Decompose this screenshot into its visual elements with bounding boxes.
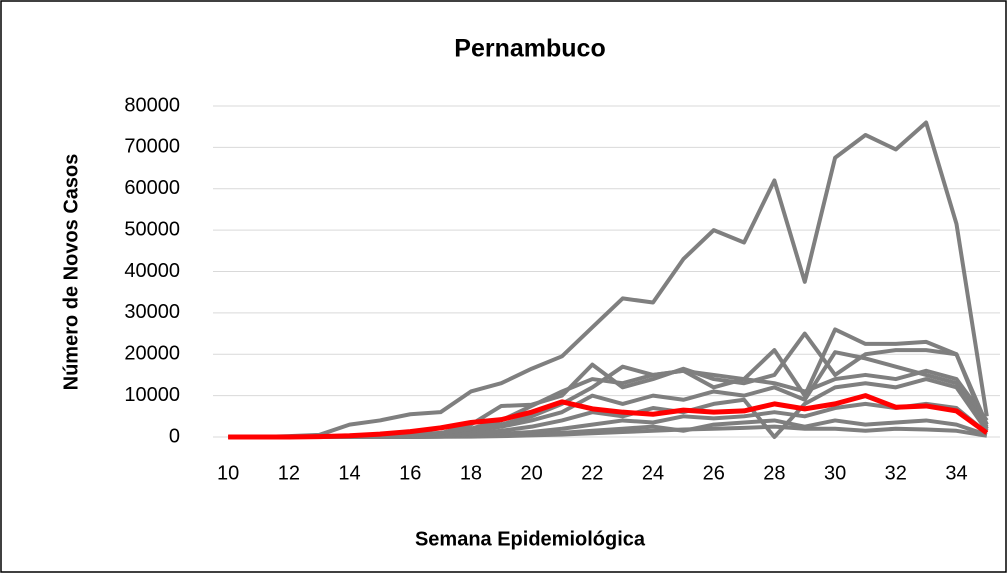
- y-axis-label: Número de Novos Casos: [60, 154, 82, 391]
- x-tick-label: 34: [945, 462, 967, 484]
- x-tick-label: 10: [217, 462, 239, 484]
- y-tick-label: 40000: [124, 260, 180, 282]
- x-tick-label: 32: [885, 462, 907, 484]
- x-tick-label: 26: [703, 462, 725, 484]
- y-tick-label: 0: [169, 425, 180, 447]
- y-tick-label: 20000: [124, 343, 180, 365]
- y-tick-label: 60000: [124, 177, 180, 199]
- x-tick-label: 24: [642, 462, 664, 484]
- x-tick-label: 20: [521, 462, 543, 484]
- series-line: [228, 120, 989, 439]
- chart-title: Pernambuco: [454, 35, 605, 63]
- y-tick-label: 80000: [124, 94, 180, 116]
- x-tick-label: 18: [460, 462, 482, 484]
- x-tick-label: 14: [338, 462, 360, 484]
- x-tick-label: 28: [763, 462, 785, 484]
- y-tick-label: 30000: [124, 301, 180, 323]
- x-tick-label: 22: [581, 462, 603, 484]
- x-tick-label: 30: [824, 462, 846, 484]
- x-axis-label: Semana Epidemiológica: [415, 528, 646, 550]
- series-line: [228, 393, 989, 440]
- y-tick-label: 10000: [124, 384, 180, 406]
- y-tick-label: 70000: [124, 136, 180, 158]
- x-tick-label: 12: [278, 462, 300, 484]
- x-tick-label: 16: [399, 462, 421, 484]
- y-tick-label: 50000: [124, 218, 180, 240]
